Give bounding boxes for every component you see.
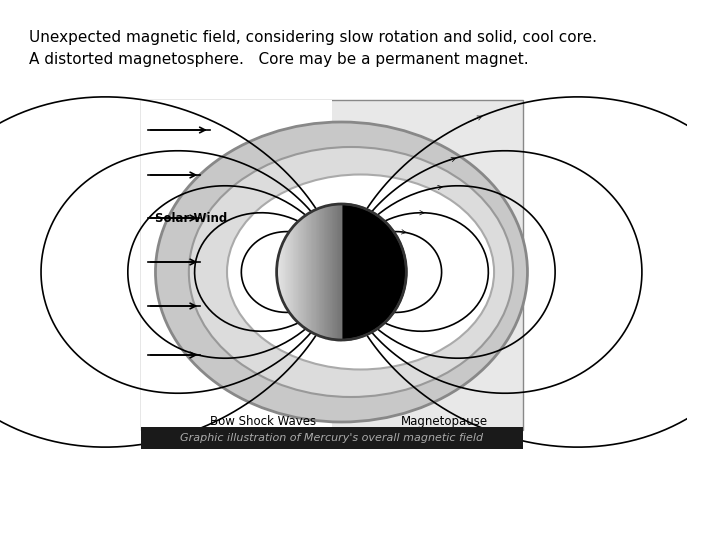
Wedge shape [341, 204, 406, 340]
Bar [301, 219, 302, 325]
FancyBboxPatch shape [141, 100, 523, 430]
Bar [332, 205, 333, 339]
Bar [314, 211, 315, 334]
Bar [300, 220, 301, 323]
Bar [328, 205, 330, 339]
Bar [293, 227, 294, 317]
Bar [288, 234, 289, 310]
Bar [309, 213, 310, 331]
Bar [327, 206, 328, 338]
Text: Magnetopause: Magnetopause [400, 415, 487, 428]
Bar [296, 224, 297, 321]
Ellipse shape [189, 147, 513, 397]
Bar [294, 225, 296, 319]
Bar [287, 236, 288, 308]
Bar [310, 212, 312, 332]
Bar [323, 207, 325, 338]
Bar [320, 208, 322, 336]
Bar [338, 204, 340, 340]
Ellipse shape [227, 174, 494, 369]
Bar [330, 205, 332, 339]
Ellipse shape [156, 122, 528, 422]
Text: Graphic illustration of Mercury's overall magnetic field: Graphic illustration of Mercury's overal… [181, 433, 484, 443]
Bar [280, 251, 282, 293]
Bar [282, 246, 283, 298]
Text: Solar Wind: Solar Wind [156, 212, 228, 225]
Bar [278, 257, 280, 287]
Text: Bow Shock Waves: Bow Shock Waves [210, 415, 316, 428]
Bar [289, 231, 291, 313]
Wedge shape [276, 204, 341, 340]
Bar [304, 217, 306, 328]
Bar [317, 209, 319, 335]
Bar [297, 222, 300, 322]
Bar [315, 210, 317, 334]
Bar [283, 242, 284, 302]
Bar [335, 204, 337, 340]
Bar [291, 229, 293, 315]
Bar [322, 207, 323, 337]
Bar [306, 215, 307, 329]
FancyBboxPatch shape [141, 427, 523, 449]
Bar [312, 211, 314, 333]
Bar [333, 205, 335, 340]
Bar [337, 204, 338, 340]
Bar [302, 218, 304, 326]
Bar [325, 206, 327, 338]
Bar [284, 239, 287, 305]
Text: Unexpected magnetic field, considering slow rotation and solid, cool core.: Unexpected magnetic field, considering s… [29, 30, 597, 45]
FancyBboxPatch shape [141, 100, 332, 430]
Bar [319, 208, 320, 336]
Bar [307, 214, 309, 330]
Text: A distorted magnetosphere.   Core may be a permanent magnet.: A distorted magnetosphere. Core may be a… [29, 52, 528, 67]
Bar [340, 204, 341, 340]
